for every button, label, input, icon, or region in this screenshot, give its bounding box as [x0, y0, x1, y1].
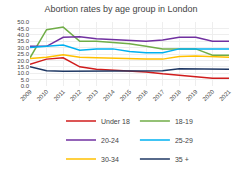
- svg-text:35 +: 35 +: [175, 156, 189, 163]
- svg-text:Under 18: Under 18: [101, 118, 130, 125]
- svg-text:25-29: 25-29: [175, 137, 193, 144]
- svg-text:2017: 2017: [152, 88, 166, 102]
- svg-text:2011: 2011: [53, 88, 67, 102]
- svg-text:2014: 2014: [102, 88, 116, 102]
- svg-text:40.0: 40.0: [17, 32, 29, 38]
- svg-text:30-34: 30-34: [101, 156, 119, 163]
- svg-text:30.0: 30.0: [17, 45, 29, 51]
- svg-text:35.0: 35.0: [17, 38, 29, 44]
- svg-text:18-19: 18-19: [175, 118, 193, 125]
- svg-text:2010: 2010: [36, 88, 50, 102]
- svg-text:2018: 2018: [168, 88, 182, 102]
- svg-text:2020: 2020: [202, 88, 216, 102]
- svg-text:2021: 2021: [218, 88, 232, 102]
- svg-text:2012: 2012: [69, 88, 83, 102]
- svg-text:2019: 2019: [185, 88, 199, 102]
- svg-text:5.0: 5.0: [21, 77, 30, 83]
- svg-text:0.0: 0.0: [21, 83, 30, 89]
- svg-text:Abortion rates by age group in: Abortion rates by age group in London: [44, 4, 197, 14]
- svg-text:2016: 2016: [135, 88, 149, 102]
- svg-text:2015: 2015: [119, 88, 133, 102]
- svg-text:45.0: 45.0: [17, 26, 29, 32]
- svg-text:2009: 2009: [19, 88, 33, 102]
- svg-text:50.0: 50.0: [17, 19, 29, 25]
- svg-text:20-24: 20-24: [101, 137, 119, 144]
- svg-text:2013: 2013: [85, 88, 99, 102]
- svg-text:10.0: 10.0: [17, 70, 29, 76]
- svg-text:15.0: 15.0: [17, 64, 29, 70]
- svg-text:25.0: 25.0: [17, 51, 29, 57]
- svg-text:20.0: 20.0: [17, 58, 29, 64]
